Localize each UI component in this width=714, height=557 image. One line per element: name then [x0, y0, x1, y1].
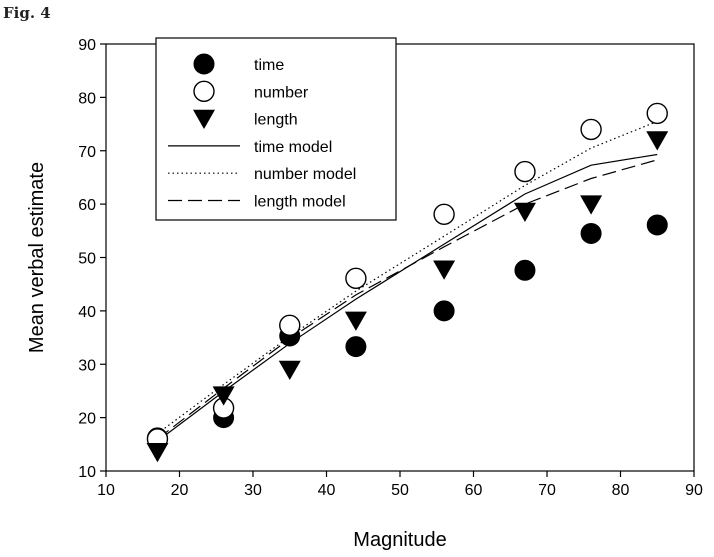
point-number — [514, 160, 536, 183]
point-length — [146, 442, 169, 463]
x-tick-label: 40 — [318, 482, 336, 499]
legend-label-number: number — [254, 84, 309, 101]
figure-label: Fig. 4 — [3, 4, 51, 22]
point-length — [278, 360, 301, 381]
x-tick-label: 30 — [244, 482, 262, 499]
x-axis-label: Magnitude — [353, 529, 446, 551]
point-number — [279, 314, 301, 336]
point-length — [646, 131, 669, 151]
x-tick-label: 80 — [612, 482, 630, 499]
x-tick-label: 50 — [391, 482, 409, 499]
x-tick-label: 10 — [97, 482, 115, 499]
point-time — [580, 222, 602, 244]
y-tick-label: 70 — [78, 144, 96, 161]
x-tick-label: 60 — [465, 482, 483, 499]
y-tick-label: 30 — [78, 357, 96, 374]
x-tick-label: 20 — [171, 482, 189, 499]
legend-label-length-model: length model — [254, 194, 346, 211]
point-length — [212, 386, 235, 406]
y-tick-label: 60 — [78, 197, 96, 214]
legend-label-length: length — [254, 112, 298, 129]
point-number — [433, 203, 455, 225]
y-tick-label: 20 — [78, 411, 96, 428]
point-time — [514, 259, 536, 281]
legend: time number length time model number model le… — [155, 37, 397, 221]
point-number — [580, 118, 602, 141]
point-time — [433, 300, 455, 322]
x-tick-label: 90 — [685, 482, 703, 499]
legend-label-time-model: time model — [254, 139, 332, 156]
data-points — [146, 102, 669, 463]
y-tick-label: 40 — [78, 304, 96, 321]
y-tick-label: 10 — [78, 464, 96, 481]
legend-label-number-model: number model — [254, 166, 356, 183]
axes: 10 20 30 40 50 60 70 80 90 10 20 30 40 50 60 70 80 90 — [78, 37, 703, 499]
point-length — [580, 195, 603, 215]
point-length — [513, 202, 536, 223]
point-length — [433, 260, 456, 280]
series-line-time-model — [157, 153, 658, 442]
point-number — [345, 267, 367, 290]
x-tick-label: 70 — [538, 482, 556, 499]
point-length — [344, 311, 367, 331]
legend-swatch-time — [193, 53, 215, 75]
legend-swatch-length — [193, 109, 215, 130]
y-axis-label: Mean verbal estimate — [26, 162, 48, 353]
y-tick-label: 90 — [78, 37, 96, 54]
legend-label-time: time — [254, 57, 284, 74]
point-number — [646, 102, 668, 125]
y-tick-label: 50 — [78, 251, 96, 268]
point-time — [345, 336, 367, 358]
model-lines — [157, 120, 658, 442]
y-tick-label: 80 — [78, 90, 96, 107]
point-time — [646, 214, 668, 236]
legend-swatch-number — [193, 80, 215, 103]
